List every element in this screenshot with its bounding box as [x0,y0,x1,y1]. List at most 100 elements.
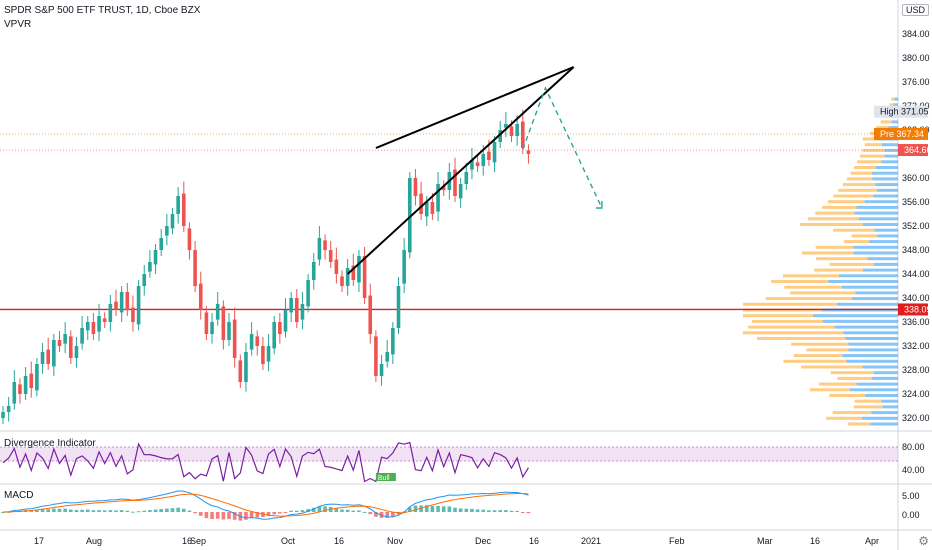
price-tick-label: 348.00 [902,245,930,255]
price-tick-label: 320.00 [902,413,930,423]
candle-body [198,283,203,310]
candle-body [419,193,423,214]
settings-gear-icon[interactable]: ⚙ [918,534,929,548]
price-badge-text: Pre 367.34 [880,129,924,139]
vpvr-bar [815,211,855,215]
macd-histogram-bar [492,510,497,512]
vpvr-bar [859,154,885,158]
macd-histogram-bar [187,510,192,512]
time-tick-label: Dec [475,536,492,546]
candle-body [345,268,350,286]
vpvr-bar [826,416,862,420]
candle-body [441,186,446,190]
vpvr-bar [838,274,898,278]
candle-body [114,301,118,310]
vpvr-bar [808,217,859,221]
signal-line [2,492,529,517]
candle-body [295,298,299,322]
vpvr-bar [877,188,898,192]
price-tick-label: 340.00 [902,293,930,303]
vpvr-bar [816,257,868,261]
candle-body [509,126,514,136]
candle-body [136,286,141,325]
macd-histogram-bar [430,506,435,512]
price-badge-text: High 371.05 [880,107,929,117]
candle-body [119,292,124,313]
vpvr-bar [858,217,898,221]
vpvr-bar [888,126,898,130]
candle-body [232,319,237,358]
vpvr-bar [821,205,857,209]
vpvr-bar [832,411,872,415]
candle-body [6,406,11,412]
vpvr-bar [889,103,894,107]
macd-histogram-bar [368,512,373,515]
price-tick-label: 344.00 [902,269,930,279]
macd-histogram-bar [119,510,124,512]
candle-body [23,376,28,394]
vpvr-bar [861,416,898,420]
candle-body [379,364,384,376]
candle-body [402,250,406,284]
macd-histogram-bar [289,510,293,512]
vpvr-bar [854,211,898,215]
candle-body [142,274,147,286]
candle-body [306,280,310,307]
time-tick-label: 16 [182,536,192,546]
macd-histogram-bar [311,507,316,512]
time-tick-label: 2021 [581,536,601,546]
vpvr-bar [833,194,874,198]
macd-histogram-bar [102,510,107,512]
macd-histogram-bar [374,512,378,517]
macd-histogram-bar [176,507,180,512]
projection-arrowhead [595,201,603,209]
vpvr-bar [851,297,898,301]
candle-body [125,292,130,310]
macd-histogram-bar [300,510,305,512]
macd-histogram-bar [29,510,34,512]
vpvr-bar [790,291,856,295]
candle-body [159,238,163,250]
candle-body [328,250,333,262]
vpvr-bar [846,177,873,181]
candle-body [323,240,327,250]
vpvr-bar [853,405,883,409]
bull-badge [375,473,396,481]
macd-histogram-bar [481,509,486,512]
macd-histogram-bar [357,510,361,512]
vpvr-bar [842,354,898,358]
candle-body [436,184,440,212]
vpvr-bar [806,348,849,352]
time-tick-label: Nov [387,536,404,546]
candle-body [204,312,209,334]
rsi-line [2,441,529,483]
currency-button[interactable]: USD [901,4,929,16]
vpvr-bar [850,171,872,175]
candle-body [210,322,214,334]
vpvr-bar [891,120,898,124]
candle-body [504,124,508,128]
macd-title[interactable]: MACD [4,490,34,501]
candle-body [385,352,389,362]
macd-histogram-bar [458,508,463,512]
vpvr-bar [873,371,898,375]
macd-histogram-bar [283,512,288,513]
candle-body [283,310,288,332]
candle-body [1,412,5,418]
vpvr-bar [834,325,898,329]
vpvr-bar [828,280,898,283]
macd-histogram-bar [487,510,491,512]
divergence-title[interactable]: Divergence Indicator [4,438,96,449]
vpvr-bar [814,268,863,272]
vpvr-bar [829,394,866,397]
candle-body [255,336,260,346]
candle-body [289,298,293,313]
macd-histogram-bar [334,508,339,512]
vpvr-bar [771,280,829,283]
macd-histogram-bar [232,512,237,520]
candle-body [46,349,50,364]
vpvr-label[interactable]: VPVR [4,19,32,30]
candle-body [396,286,401,328]
macd-histogram-bar [249,512,254,519]
